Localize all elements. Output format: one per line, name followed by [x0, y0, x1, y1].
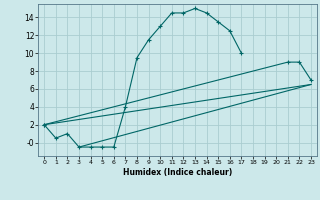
X-axis label: Humidex (Indice chaleur): Humidex (Indice chaleur) — [123, 168, 232, 177]
